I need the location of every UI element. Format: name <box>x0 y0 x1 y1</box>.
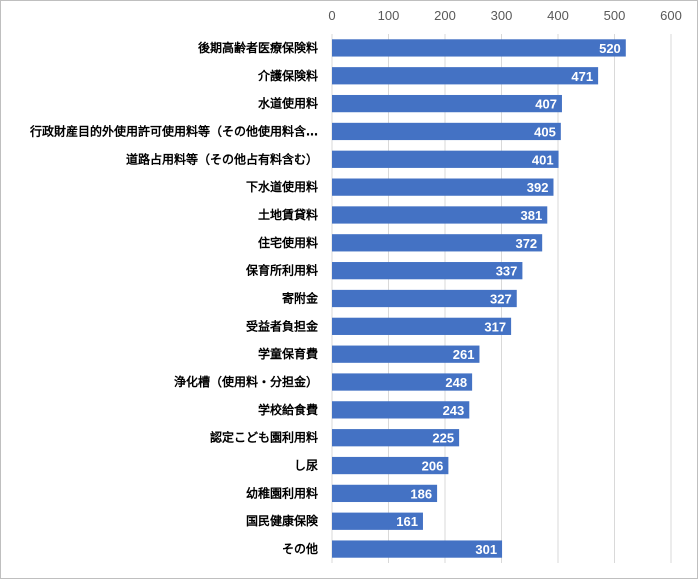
category-label: 介護保険料 <box>257 68 318 83</box>
category-label: その他 <box>282 541 318 556</box>
tick-label: 500 <box>604 8 626 23</box>
data-label: 327 <box>490 292 512 307</box>
category-label: 浄化槽（使用料・分担金） <box>174 374 318 389</box>
x-axis-ticks: 0 100 200 300 400 500 600 <box>328 8 681 23</box>
tick-label: 400 <box>547 8 569 23</box>
data-label: 186 <box>410 486 432 501</box>
data-label: 243 <box>443 403 465 418</box>
data-label: 372 <box>515 236 537 251</box>
category-label: 認定こども園利用料 <box>210 430 318 445</box>
tick-label: 0 <box>328 8 335 23</box>
data-label: 225 <box>432 431 454 446</box>
category-label: 土地賃貸料 <box>258 207 318 222</box>
bar <box>332 345 480 363</box>
bar <box>332 206 548 224</box>
bar <box>332 67 599 85</box>
data-label: 471 <box>571 69 593 84</box>
tick-label: 600 <box>660 8 682 23</box>
category-label: 寄附金 <box>282 291 319 306</box>
value-labels: 520 471 407 405 401 392 381 372 337 327 317 261 248 2… <box>396 41 621 557</box>
bar <box>332 512 423 530</box>
category-label: 保育所利用料 <box>245 263 318 278</box>
bars <box>332 39 626 558</box>
data-label: 261 <box>453 347 475 362</box>
bar <box>332 234 543 252</box>
bar <box>332 150 559 168</box>
category-label: 水道使用料 <box>258 96 318 111</box>
bar <box>332 540 503 558</box>
data-label: 161 <box>396 514 418 529</box>
data-label: 381 <box>521 208 543 223</box>
category-label: 学童保育費 <box>258 346 318 361</box>
category-label: 国民健康保険 <box>246 513 319 528</box>
tick-label: 300 <box>491 8 513 23</box>
bar <box>332 429 460 447</box>
data-label: 405 <box>534 124 556 139</box>
data-label: 407 <box>535 97 557 112</box>
bar <box>332 401 470 419</box>
data-label: 301 <box>475 542 497 557</box>
tick-label: 200 <box>434 8 456 23</box>
bar <box>332 289 517 308</box>
data-label: 520 <box>599 41 621 56</box>
category-label: 受益者負担金 <box>246 318 319 333</box>
data-label: 337 <box>496 264 518 279</box>
data-label: 248 <box>445 375 467 390</box>
category-label: 道路占用料等（その他占有料含む） <box>126 151 318 166</box>
tick-label: 100 <box>378 8 400 23</box>
bar <box>332 122 561 141</box>
category-label: し尿 <box>294 458 318 473</box>
category-label: 後期高齢者医療保険料 <box>198 40 318 55</box>
bar <box>332 317 512 335</box>
category-label: 下水道使用料 <box>246 179 318 194</box>
bar <box>332 178 554 196</box>
data-label: 401 <box>532 152 554 167</box>
category-label: 行政財産目的外使用許可使用料等（その他使用料含… <box>29 123 318 138</box>
category-labels: 後期高齢者医療保険料介護保険料水道使用料行政財産目的外使用許可使用料等（その他使… <box>29 40 319 556</box>
data-label: 206 <box>422 459 444 474</box>
bar <box>332 484 438 503</box>
bar <box>332 94 562 113</box>
bar <box>332 373 473 391</box>
bar <box>332 262 523 280</box>
category-label: 幼稚園利用料 <box>246 485 318 500</box>
category-label: 住宅使用料 <box>258 235 318 250</box>
gridlines <box>331 34 672 563</box>
data-label: 317 <box>484 319 506 334</box>
bar <box>332 39 626 57</box>
bar <box>332 456 449 475</box>
category-label: 学校給食費 <box>258 402 318 417</box>
data-label: 392 <box>527 180 549 195</box>
